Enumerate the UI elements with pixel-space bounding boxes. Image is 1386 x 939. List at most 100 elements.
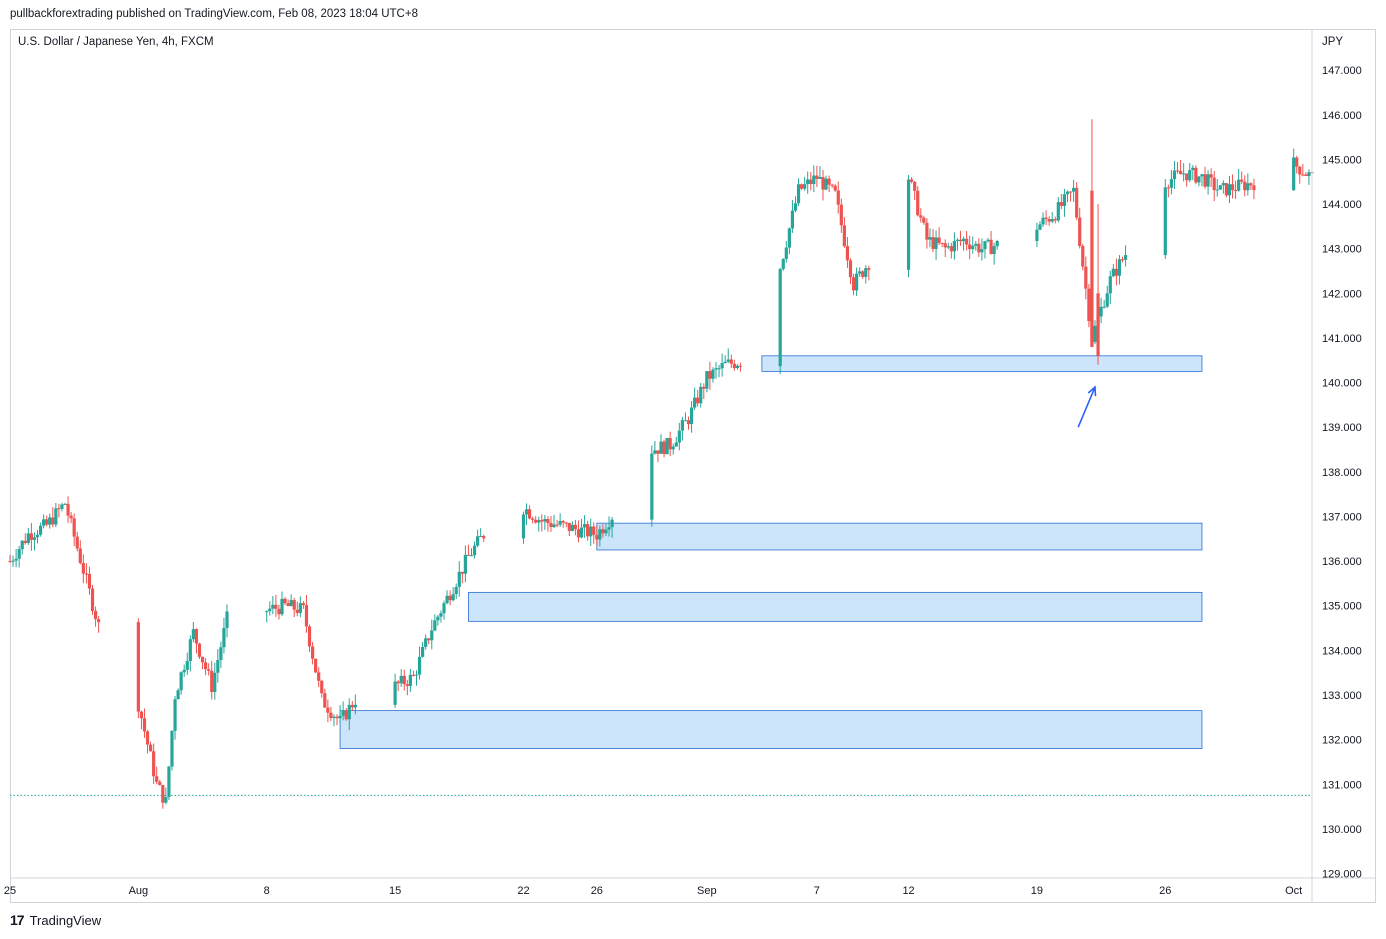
candle-body <box>1044 217 1048 220</box>
candle-body <box>329 712 333 718</box>
candle-body <box>424 638 428 647</box>
candle-body <box>573 524 578 530</box>
candle-body <box>821 177 825 190</box>
candle-body <box>1166 187 1170 189</box>
candle-body <box>552 524 556 527</box>
candle-body <box>14 558 18 561</box>
candle-body <box>292 600 296 610</box>
candle-body <box>210 670 214 693</box>
candle-body <box>564 522 568 524</box>
overlays <box>10 385 1312 796</box>
price-tick-label: 130.000 <box>1322 824 1362 836</box>
price-tick-label: 141.000 <box>1322 333 1362 345</box>
candle-body <box>653 450 657 454</box>
candle-body <box>414 674 419 676</box>
tradingview-brand[interactable]: TradingView <box>29 912 102 928</box>
candle-body <box>815 175 819 179</box>
candle-body <box>974 243 978 246</box>
candle-body <box>45 519 49 525</box>
candle-body <box>317 672 321 681</box>
candle-body <box>1224 183 1229 196</box>
candle-body <box>992 246 996 255</box>
candle-body <box>534 519 538 523</box>
candle-body <box>546 519 550 523</box>
candle-body <box>1047 219 1051 222</box>
time-tick-label: Aug <box>129 885 149 897</box>
candle-body <box>1175 170 1180 172</box>
candle-body <box>482 535 486 539</box>
candle-body <box>179 672 183 691</box>
candle-body <box>479 535 483 537</box>
time-tick-label: 26 <box>1159 885 1171 897</box>
candle-body <box>265 611 269 613</box>
symbol-title[interactable]: U.S. Dollar / Japanese Yen, 4h, FXCM <box>18 36 214 48</box>
candle-body <box>531 518 535 520</box>
demand-zones <box>339 355 1203 749</box>
candle-body <box>57 508 61 510</box>
candle-body <box>286 602 290 607</box>
candle-body <box>335 716 339 719</box>
candle-body <box>1246 183 1250 191</box>
candle-body <box>592 526 596 535</box>
candle-body <box>448 595 452 601</box>
candle-body <box>717 368 721 370</box>
candle-body <box>540 520 544 522</box>
candle-body <box>350 704 354 708</box>
candle-body <box>656 450 660 454</box>
candle-body <box>683 420 688 422</box>
candle-body <box>87 573 92 589</box>
candle-body <box>680 420 684 431</box>
candle-body <box>650 453 654 520</box>
candle-body <box>38 525 43 535</box>
candle-body <box>204 662 208 670</box>
candle-body <box>1114 268 1118 276</box>
candle-body <box>671 446 675 450</box>
candle-body <box>607 527 611 530</box>
candle-body <box>26 533 30 543</box>
candle-body <box>965 238 969 245</box>
candle-body <box>421 646 425 657</box>
candle-body <box>408 674 412 687</box>
price-tick-label: 140.000 <box>1322 378 1362 390</box>
candle-body <box>726 359 730 362</box>
candle-body <box>326 707 330 713</box>
candle-body <box>919 215 923 218</box>
candle-body <box>845 246 850 261</box>
candle-body <box>589 526 593 537</box>
candle-body <box>155 776 159 782</box>
candle-body <box>1038 224 1042 230</box>
candle-body <box>968 244 972 250</box>
candle-body <box>582 524 587 528</box>
candle-body <box>188 639 192 662</box>
price-axis: JPY 147.000 146.000 145.000 144.000 143.000 14… <box>1311 30 1362 903</box>
candle-body <box>833 185 837 191</box>
candle-body <box>1194 167 1198 183</box>
candle-body <box>20 540 24 550</box>
candle-body <box>1123 255 1128 260</box>
candle-body <box>567 522 571 532</box>
candle-body <box>1227 184 1232 196</box>
time-tick-label: 12 <box>902 885 914 897</box>
candle-body <box>1252 185 1256 191</box>
candle-body <box>696 397 700 404</box>
candle-body <box>170 730 174 767</box>
candle-body <box>75 536 79 549</box>
candle-body <box>323 693 327 708</box>
candle-body <box>570 524 574 532</box>
candle-body <box>677 430 681 443</box>
candle-body <box>674 442 678 447</box>
candle-body <box>191 629 195 640</box>
candle-body <box>1215 189 1219 191</box>
candle-body <box>271 604 275 609</box>
candle-body <box>402 675 406 685</box>
candle-body <box>213 672 217 693</box>
candle-body <box>219 647 223 660</box>
candle-body <box>601 529 605 534</box>
tradingview-logo-icon[interactable]: 17 <box>10 912 25 928</box>
candle-body <box>17 549 21 559</box>
candle-body <box>42 519 46 526</box>
price-tick-label: 134.000 <box>1322 645 1362 657</box>
time-tick-label: 25 <box>4 885 16 897</box>
candle-body <box>1206 174 1210 187</box>
